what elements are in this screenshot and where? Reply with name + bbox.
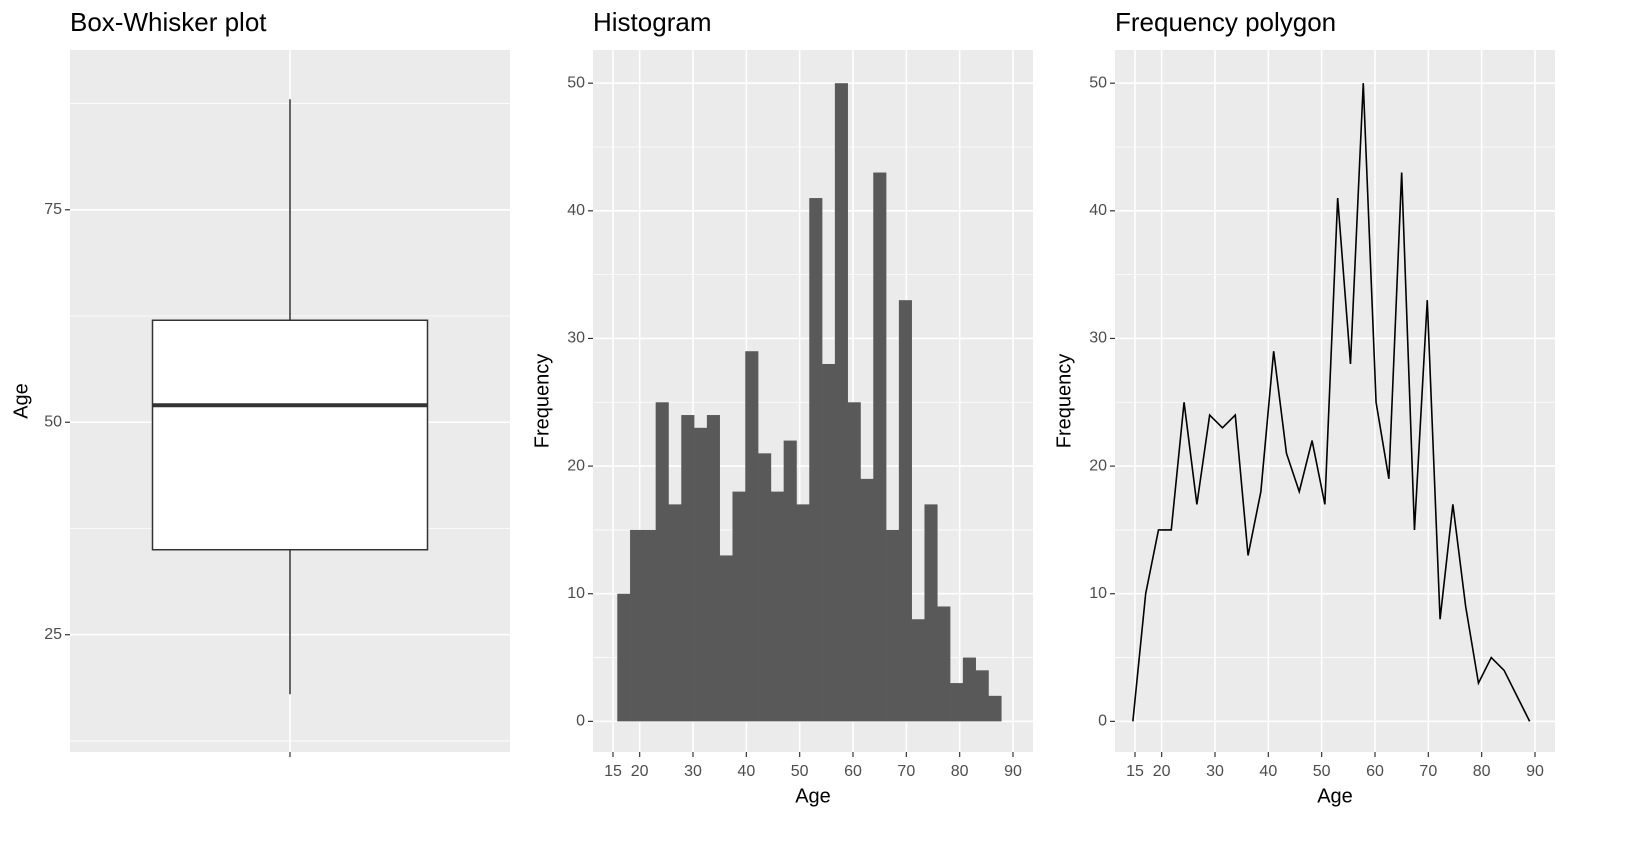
y-tick-label: 50 xyxy=(44,413,62,430)
y-tick-label: 40 xyxy=(567,202,585,219)
x-tick-label: 50 xyxy=(791,763,809,780)
chart-title: Frequency polygon xyxy=(1115,7,1336,37)
bar xyxy=(988,695,1002,722)
y-tick-label: 0 xyxy=(576,713,585,730)
y-axis-label: Frequency xyxy=(1053,354,1075,449)
x-tick-label: 20 xyxy=(1153,763,1171,780)
bar xyxy=(694,427,708,722)
bar xyxy=(950,683,964,722)
chart-title: Box-Whisker plot xyxy=(70,7,267,37)
x-axis-label: Age xyxy=(795,785,831,807)
line xyxy=(1132,83,1531,722)
y-tick-label: 20 xyxy=(567,457,585,474)
box xyxy=(151,319,429,551)
y-tick-label: 25 xyxy=(44,626,62,643)
panel-background xyxy=(1115,50,1555,752)
y-tick-label: 30 xyxy=(1089,330,1107,347)
x-tick-label: 50 xyxy=(1313,763,1331,780)
bar xyxy=(655,402,669,722)
y-tick-label: 40 xyxy=(1089,202,1107,219)
x-tick-label: 60 xyxy=(1366,763,1384,780)
bar xyxy=(898,300,912,722)
y-tick-label: 30 xyxy=(567,330,585,347)
bar xyxy=(834,83,848,722)
x-tick-label: 30 xyxy=(684,763,702,780)
bar xyxy=(873,172,887,722)
bar xyxy=(847,402,861,722)
bar xyxy=(783,440,797,722)
bar xyxy=(911,619,925,722)
bar xyxy=(681,415,695,722)
bar xyxy=(732,491,746,722)
bar xyxy=(642,529,656,722)
bar xyxy=(822,363,836,722)
x-tick-label: 60 xyxy=(844,763,862,780)
bar xyxy=(758,453,772,722)
bar xyxy=(617,593,631,722)
y-tick-label: 0 xyxy=(1098,713,1107,730)
chart-title: Histogram xyxy=(593,7,711,37)
y-axis-label: Frequency xyxy=(531,354,553,449)
y-tick-label: 50 xyxy=(567,74,585,91)
bar xyxy=(924,504,938,722)
bar xyxy=(745,351,759,722)
y-tick-label: 10 xyxy=(1089,585,1107,602)
x-tick-label: 40 xyxy=(737,763,755,780)
bar xyxy=(937,606,951,722)
x-tick-label: 90 xyxy=(1526,763,1544,780)
x-tick-label: 70 xyxy=(1419,763,1437,780)
bar xyxy=(809,198,823,722)
x-tick-label: 30 xyxy=(1206,763,1224,780)
x-tick-label: 20 xyxy=(631,763,649,780)
bar xyxy=(630,529,644,722)
bar xyxy=(719,555,733,722)
bar xyxy=(668,504,682,722)
y-axis-label: Age xyxy=(10,383,32,419)
bar xyxy=(796,504,810,722)
bar xyxy=(706,415,720,722)
y-tick-label: 50 xyxy=(1089,74,1107,91)
x-tick-label: 15 xyxy=(604,763,622,780)
bar xyxy=(860,478,874,722)
x-tick-label: 90 xyxy=(1004,763,1022,780)
x-tick-label: 80 xyxy=(1473,763,1491,780)
y-tick-label: 75 xyxy=(44,201,62,218)
x-tick-label: 70 xyxy=(897,763,915,780)
x-tick-label: 15 xyxy=(1126,763,1144,780)
y-tick-label: 10 xyxy=(567,585,585,602)
y-tick-label: 20 xyxy=(1089,457,1107,474)
x-axis-label: Age xyxy=(1317,785,1353,807)
bar xyxy=(886,529,900,722)
bar xyxy=(975,670,989,722)
x-tick-label: 40 xyxy=(1259,763,1277,780)
x-tick-label: 80 xyxy=(951,763,969,780)
bar xyxy=(770,491,784,722)
bar xyxy=(962,657,976,722)
